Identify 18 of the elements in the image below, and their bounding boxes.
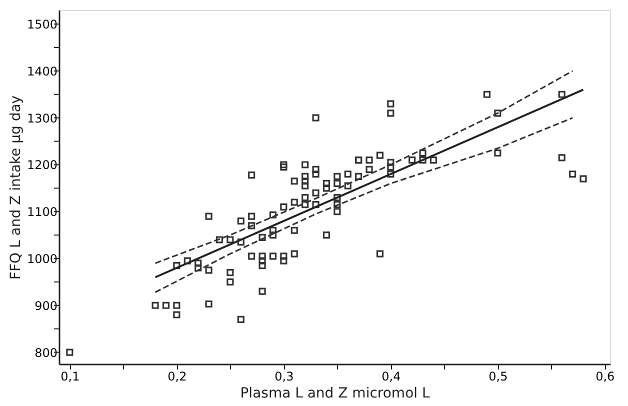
x-tick-label: 0,1 bbox=[60, 370, 80, 384]
y-tick-label: 1500 bbox=[26, 18, 58, 32]
x-tick-label: 0,2 bbox=[168, 370, 187, 384]
y-tick-label: 1100 bbox=[26, 205, 58, 220]
x-tick-label: 0,6 bbox=[596, 370, 615, 384]
x-tick-label: 0,4 bbox=[382, 370, 401, 384]
x-tick-label: 0,5 bbox=[488, 370, 508, 384]
y-tick-label: 800 bbox=[34, 346, 58, 360]
line-series bbox=[154, 117, 574, 294]
y-tick-label: 1200 bbox=[26, 158, 58, 172]
y-tick-label: 1400 bbox=[26, 64, 58, 78]
x-tick-label: 0,3 bbox=[274, 370, 294, 384]
y-tick-label: 1000 bbox=[26, 252, 58, 266]
x-axis-title: Plasma L and Z micromol L bbox=[240, 386, 430, 402]
y-axis-title: FFQ L and Z intake µg day bbox=[8, 95, 24, 280]
line-series bbox=[154, 70, 574, 264]
y-tick-label: 1300 bbox=[26, 111, 58, 126]
y-tick-label: 900 bbox=[34, 298, 58, 313]
